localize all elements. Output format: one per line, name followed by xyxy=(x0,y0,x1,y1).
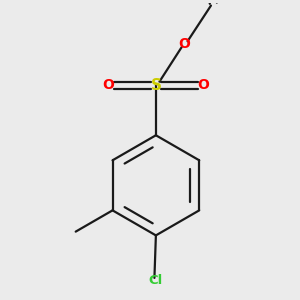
Text: S: S xyxy=(150,78,161,93)
Text: O: O xyxy=(197,78,209,92)
Text: O: O xyxy=(102,78,114,92)
Text: O: O xyxy=(179,37,190,51)
Text: Cl: Cl xyxy=(149,274,163,287)
